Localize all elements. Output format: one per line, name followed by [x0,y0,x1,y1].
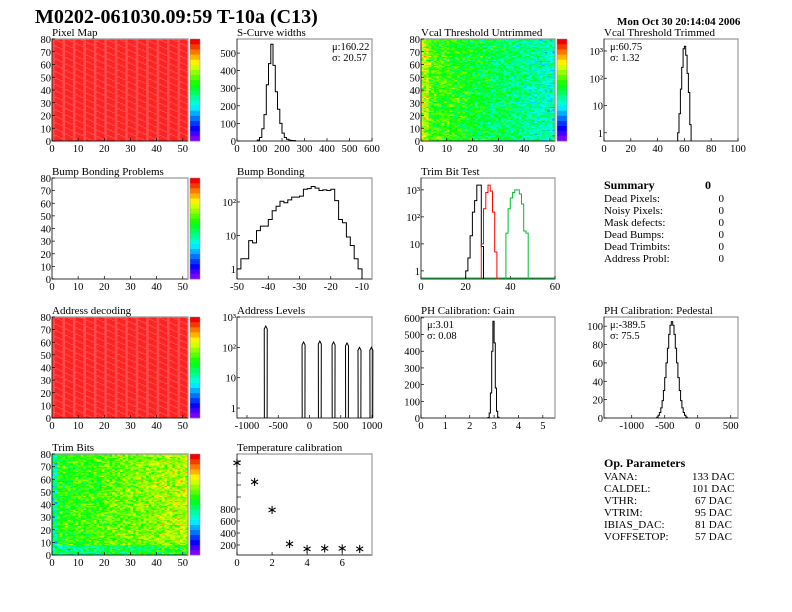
chart-title: Vcal Threshold Untrimmed [421,27,543,39]
y-tick-label: 60 [41,61,52,72]
palette-bin [190,105,200,110]
palette-bin [190,70,200,75]
x-tick-label: 20 [99,144,110,155]
palette-bin [190,90,200,95]
x-tick-label: 500 [342,144,358,155]
y-tick-label: 200 [220,102,236,113]
y-tick-label: 30 [41,99,52,110]
y-tick-label: 100 [220,119,236,130]
y-tick-label: 40 [41,86,52,97]
y-tick-label: 20 [41,112,52,123]
chart-vcal-untrimmed: Vcal Threshold Untrimmed0 10 20 30 40 5001020… [410,27,568,155]
palette-bin [190,136,200,141]
palette-bin [190,126,200,131]
y-tick-label: 300 [220,84,236,95]
x-tick-label: 100 [252,144,268,155]
y-tick-label: 50 [41,73,52,84]
palette-bin [190,100,200,105]
x-tick-label: 200 [274,144,290,155]
palette-bin [190,80,200,85]
chart-scurve: S-Curve widths0 100 200 300 400 500 6000100200… [220,27,380,155]
palette-bin [190,59,200,64]
palette-bin [190,110,200,115]
x-tick-label: 50 [178,144,189,155]
palette-bin [190,39,200,44]
x-tick-label: 10 [73,144,84,155]
palette-bin [190,95,200,100]
palette-bin [190,121,200,126]
stats-text: σ: 20.57 [332,53,367,64]
stats-text: μ:160.22 [332,42,369,53]
y-tick-label: 70 [41,48,52,59]
x-tick-label: 600 [364,144,380,155]
x-tick-label: 400 [319,144,335,155]
y-tick-label: 10 [41,124,52,135]
x-tick-label: 300 [297,144,313,155]
y-tick-label: 400 [220,67,236,78]
palette-bin [190,44,200,49]
chart-title: Pixel Map [52,27,98,39]
palette-bin [190,131,200,136]
x-tick-label: 30 [125,144,136,155]
palette-bin [190,54,200,59]
y-tick-label: 0 [46,137,51,148]
y-tick-label: 500 [220,49,236,60]
palette-bin [190,75,200,80]
palette-bin [190,49,200,54]
y-tick-label: 80 [41,35,52,46]
histogram-line [257,44,295,141]
x-tick-label: 40 [151,144,162,155]
palette-bin [190,65,200,70]
chart-title: S-Curve widths [237,27,306,39]
y-tick-label: 0 [231,137,236,148]
palette-bin [190,85,200,90]
palette-bin [190,116,200,121]
